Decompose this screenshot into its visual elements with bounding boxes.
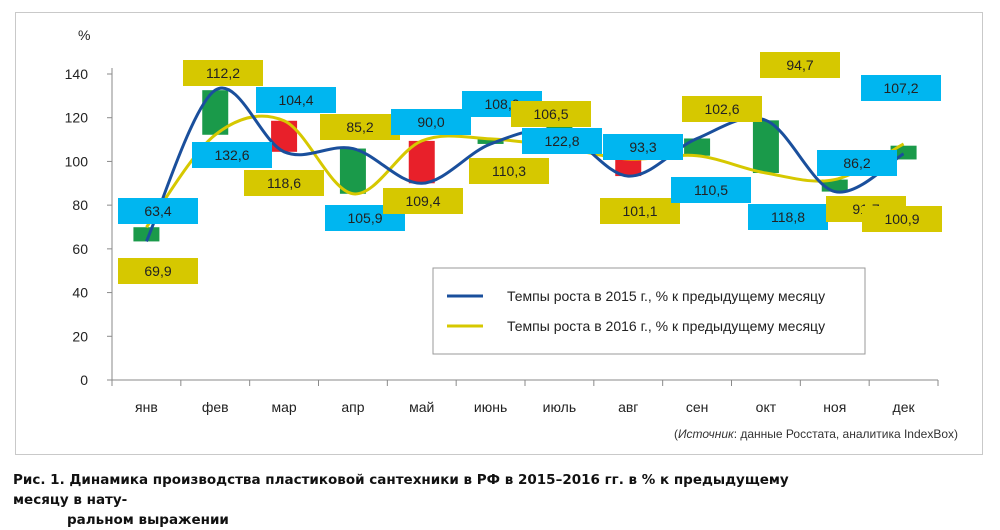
data-label-2015: 63,4 — [144, 203, 171, 219]
x-tick-label: апр — [341, 399, 364, 415]
data-label-2016-box — [511, 101, 591, 127]
data-label-2016-box — [600, 198, 680, 224]
data-label-2015: 118,8 — [771, 209, 805, 225]
chart: 0 20 40 60 80 100 120 140% янв фев мар апр май июнь ию… — [65, 27, 942, 415]
caption-line-1: Рис. 1. Динамика производства пластиково… — [13, 472, 789, 508]
increase-bar — [684, 138, 711, 156]
figure-caption: Рис. 1. Динамика производства пластиково… — [13, 470, 833, 530]
y-axis-label: % — [78, 27, 90, 43]
data-label-2016-box — [682, 96, 762, 122]
data-label-2015-box — [118, 198, 198, 224]
data-label-2015-box — [861, 75, 941, 101]
chart-frame — [15, 12, 983, 455]
x-tick-label: июль — [543, 399, 576, 415]
y-tick-label: 0 — [80, 372, 88, 388]
data-label-2016: 109,4 — [405, 193, 440, 209]
data-label-2015: 122,8 — [544, 133, 579, 149]
data-label-2016: 112,2 — [206, 65, 240, 81]
data-label-2016-box — [383, 188, 463, 214]
data-label-2016-box — [183, 60, 263, 86]
decrease-bar — [615, 159, 642, 177]
data-label-2015-box — [522, 128, 602, 154]
axis-layer: 0 20 40 60 80 100 120 140% янв фев мар апр май июнь ию… — [65, 27, 939, 415]
data-label-2015: 93,3 — [629, 139, 656, 155]
increase-bar — [339, 148, 366, 194]
x-tick-label: ноя — [823, 399, 846, 415]
x-tick-label: мар — [271, 399, 296, 415]
data-label-2015-box — [748, 204, 828, 230]
legend-entry: Темпы роста в 2015 г., % к предыдущему м… — [507, 288, 825, 304]
x-tick-label: дек — [893, 399, 916, 415]
legend: Темпы роста в 2015 г., % к предыдущему м… — [432, 267, 866, 355]
data-label-2015: 104,4 — [278, 92, 313, 108]
data-label-2015: 90,0 — [417, 114, 444, 130]
data-label-2015-box — [192, 142, 272, 168]
data-label-2016: 102,6 — [704, 101, 739, 117]
data-label-2016-box — [244, 170, 324, 196]
y-tick-label: 80 — [72, 197, 88, 213]
legend-box — [432, 267, 866, 355]
data-label-2016: 100,9 — [884, 211, 919, 227]
legend-entry: Темпы роста в 2016 г., % к предыдущему м… — [507, 318, 825, 334]
y-tick-label: 40 — [72, 285, 88, 301]
data-label-2016-box — [760, 52, 840, 78]
data-label-2015-box — [391, 109, 471, 135]
data-label-2016: 94,7 — [786, 57, 813, 73]
data-label-2016: 110,3 — [492, 163, 526, 179]
decrease-bar — [408, 140, 435, 184]
data-label-2016: 101,1 — [622, 203, 657, 219]
data-label-2016: 106,5 — [533, 106, 568, 122]
data-label-2016: 118,6 — [267, 175, 301, 191]
increase-bar — [133, 227, 160, 242]
data-label-2015: 132,6 — [214, 147, 249, 163]
y-tick-label: 20 — [72, 328, 88, 344]
y-tick-label: 120 — [65, 110, 89, 126]
data-label-2016-box — [862, 206, 942, 232]
data-label-2015: 110,5 — [694, 182, 728, 198]
increase-bar — [752, 120, 779, 174]
data-label-2015: 86,2 — [843, 155, 870, 171]
y-tick-label: 140 — [65, 66, 89, 82]
lines-layer — [145, 86, 905, 243]
y-tick-label: 60 — [72, 241, 88, 257]
data-label-2016-box — [320, 114, 400, 140]
x-tick-label: май — [409, 399, 434, 415]
x-tick-label: окт — [756, 399, 777, 415]
data-label-2015-box — [817, 150, 897, 176]
x-tick-label: июнь — [474, 399, 507, 415]
y-tick-label: 100 — [65, 153, 89, 169]
data-label-2016-box — [118, 258, 198, 284]
increase-bar — [477, 138, 504, 144]
data-label-2015-box — [671, 177, 751, 203]
x-tick-label: янв — [135, 399, 158, 415]
x-tick-label: авг — [618, 399, 638, 415]
data-label-2016-box — [469, 158, 549, 184]
data-label-2015-box — [603, 134, 683, 160]
x-tick-label: сен — [686, 399, 709, 415]
series-line-2015 — [145, 86, 905, 243]
data-label-2015: 107,2 — [883, 80, 918, 96]
data-labels-layer: 63,4 69,9 132,6 112,2 104,4 118,6 105,9 85,2 90,… — [118, 52, 942, 284]
data-label-2015: 105,9 — [347, 210, 382, 226]
source-note: (Источник: данные Росстата, аналитика In… — [673, 427, 958, 441]
data-label-2015: 108,0 — [484, 96, 519, 112]
x-tick-label: фев — [202, 399, 229, 415]
caption-line-2: ральном выражении — [67, 512, 229, 528]
data-label-2016: 69,9 — [144, 263, 171, 279]
data-label-2016: 85,2 — [346, 119, 373, 135]
data-label-2015-box — [256, 87, 336, 113]
